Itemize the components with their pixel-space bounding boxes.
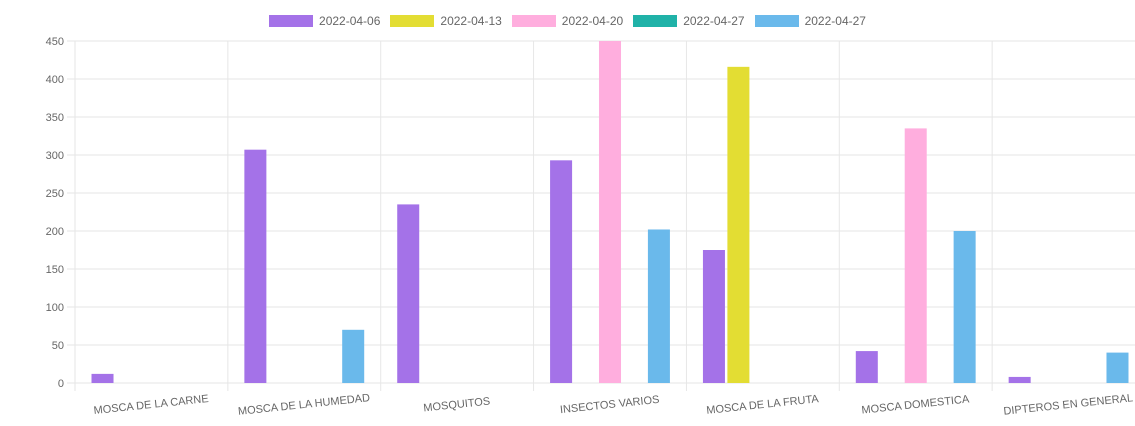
x-tick-label: MOSCA DE LA CARNE bbox=[93, 393, 209, 417]
bar bbox=[1008, 376, 1031, 383]
bar bbox=[702, 250, 725, 383]
x-tick-label: INSECTOS VARIOS bbox=[559, 394, 660, 416]
bar bbox=[342, 329, 365, 383]
bar bbox=[91, 373, 114, 383]
x-tick-label: MOSCA DE LA HUMEDAD bbox=[237, 392, 370, 418]
legend-label: 2022-04-13 bbox=[440, 14, 502, 28]
legend-item[interactable]: 2022-04-06 bbox=[269, 14, 380, 28]
legend-item[interactable]: 2022-04-20 bbox=[511, 14, 624, 28]
bar bbox=[953, 231, 976, 383]
legend-swatch bbox=[511, 15, 556, 27]
chart-legend: 2022-04-06 2022-04-13 2022-04-20 2022-04-27… bbox=[0, 14, 1135, 28]
y-tick-label: 0 bbox=[58, 378, 64, 390]
y-tick-label: 250 bbox=[46, 188, 64, 200]
y-tick-label: 150 bbox=[46, 264, 64, 276]
bar bbox=[855, 351, 878, 383]
legend-item[interactable]: 2022-04-27 bbox=[754, 14, 866, 28]
bar bbox=[904, 128, 927, 383]
x-tick-label: MOSQUITOS bbox=[423, 396, 491, 415]
y-tick-label: 350 bbox=[46, 112, 64, 124]
y-tick-label: 300 bbox=[46, 150, 64, 162]
legend-label: 2022-04-06 bbox=[319, 14, 381, 28]
y-tick-label: 450 bbox=[46, 36, 64, 48]
y-tick-label: 200 bbox=[46, 226, 64, 238]
legend-swatch bbox=[269, 15, 314, 27]
legend-label: 2022-04-27 bbox=[804, 14, 866, 28]
bar bbox=[397, 204, 420, 383]
bar bbox=[727, 66, 750, 383]
bar bbox=[598, 41, 622, 383]
bar bbox=[244, 149, 267, 383]
bar bbox=[550, 160, 573, 383]
y-tick-label: 100 bbox=[46, 302, 64, 314]
bar bbox=[647, 229, 670, 383]
y-tick-label: 400 bbox=[46, 74, 64, 86]
legend-swatch bbox=[390, 15, 435, 27]
x-tick-label: MOSCA DE LA FRUTA bbox=[706, 393, 820, 417]
bar bbox=[1106, 352, 1129, 383]
x-tick-label: DIPTEROS EN GENERAL bbox=[1003, 392, 1134, 418]
legend-label: 2022-04-27 bbox=[683, 14, 745, 28]
x-tick-label: MOSCA DOMESTICA bbox=[861, 393, 971, 416]
y-tick-label: 50 bbox=[52, 340, 64, 352]
legend-item[interactable]: 2022-04-13 bbox=[390, 14, 502, 28]
legend-label: 2022-04-20 bbox=[561, 14, 624, 28]
legend-swatch bbox=[754, 15, 799, 27]
legend-swatch bbox=[633, 15, 678, 27]
legend-item[interactable]: 2022-04-27 bbox=[633, 14, 745, 28]
